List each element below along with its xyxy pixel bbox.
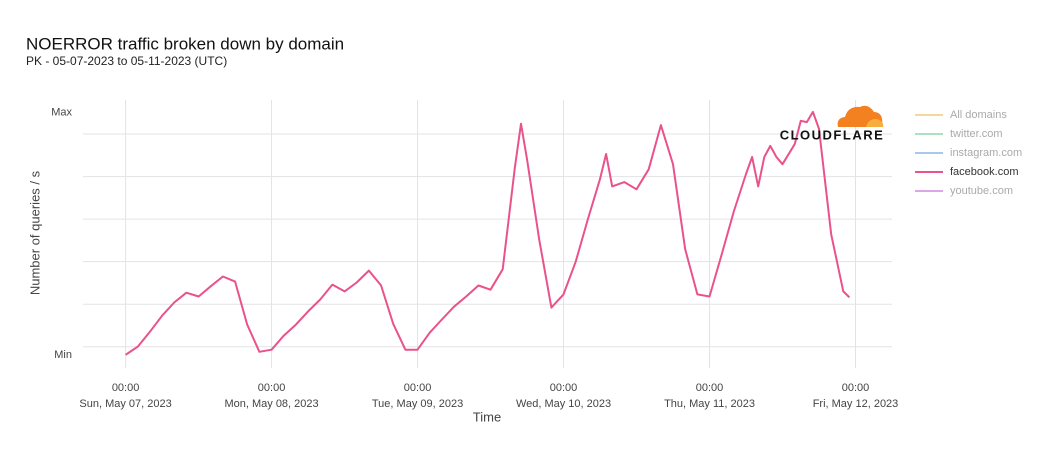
chart-title: NOERROR traffic broken down by domain — [26, 34, 344, 53]
x-tick-label: 00:00 — [258, 382, 286, 394]
y-tick-label: Max — [51, 107, 72, 119]
x-tick-label: Thu, May 11, 2023 — [664, 398, 755, 410]
line-series — [125, 110, 851, 356]
logo: CLOUDFLARE — [780, 105, 885, 142]
logo-cloud-light — [866, 119, 884, 127]
chart-subtitle: PK - 05-07-2023 to 05-11-2023 (UTC) — [26, 54, 227, 68]
legend: All domains twitter.com instagram.com faceb… — [915, 109, 1022, 197]
x-tick-label: Fri, May 12, 2023 — [813, 398, 899, 410]
legend-label: facebook.com — [950, 166, 1018, 178]
legend-label: instagram.com — [950, 147, 1022, 159]
legend-label: twitter.com — [950, 128, 1003, 140]
legend-label: youtube.com — [950, 185, 1013, 197]
x-tick-label: Mon, May 08, 2023 — [224, 398, 318, 410]
x-tick-label: Sun, May 07, 2023 — [79, 398, 171, 410]
x-tick-label: 00:00 — [404, 382, 432, 394]
x-tick-label: 00:00 — [696, 382, 724, 394]
y-axis-label: Number of queries / s — [27, 170, 42, 295]
x-tick-label: 00:00 — [112, 382, 140, 394]
logo-text: CLOUDFLARE — [780, 127, 885, 142]
legend-label: All domains — [950, 109, 1007, 121]
x-tick-label: Wed, May 10, 2023 — [516, 398, 611, 410]
x-tick-label: 00:00 — [550, 382, 578, 394]
x-axis-label: Time — [473, 409, 501, 424]
x-tick-label: 00:00 — [842, 382, 870, 394]
x-tick-label: Tue, May 09, 2023 — [372, 398, 463, 410]
y-tick-label: Min — [54, 349, 72, 361]
